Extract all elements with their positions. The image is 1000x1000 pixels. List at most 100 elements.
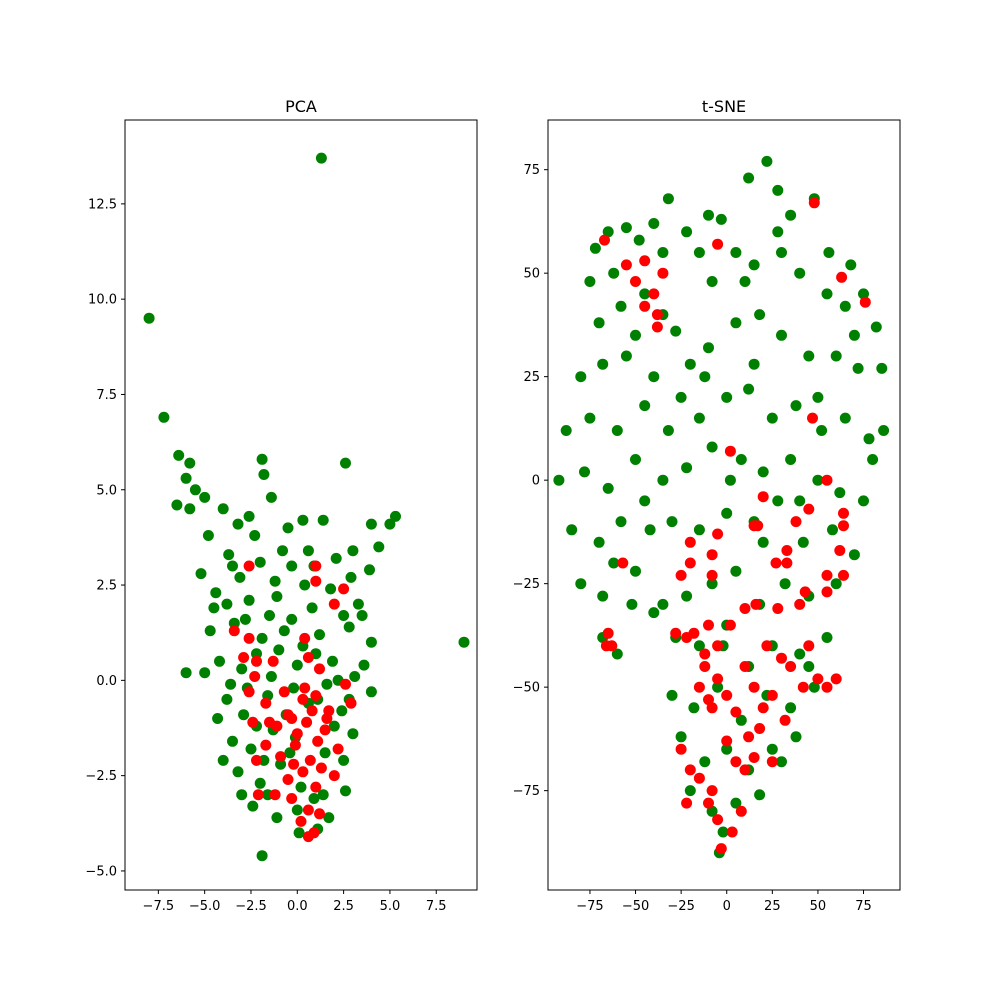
tsne-point-series-0 [803, 350, 815, 362]
tsne-point-series-0 [754, 309, 766, 321]
pca-point-series-0 [143, 312, 155, 324]
tsne-point-series-1 [766, 756, 778, 768]
pca-point-series-0 [247, 800, 259, 812]
tsne-point-series-0 [748, 358, 760, 370]
pca-point-series-0 [328, 720, 340, 732]
pca-point-series-0 [184, 457, 196, 469]
tsne-point-series-1 [699, 661, 711, 672]
pca-point-series-0 [282, 522, 294, 534]
pca-point-series-0 [158, 411, 170, 423]
tsne-point-series-0 [602, 226, 614, 238]
pca-point-series-0 [214, 655, 225, 667]
pca-point-series-1 [319, 724, 331, 736]
tsne-point-series-0 [608, 267, 620, 279]
pca-x-tick-label: 5.0 [380, 899, 401, 914]
tsne-point-series-1 [657, 267, 669, 279]
tsne-point-series-1 [651, 321, 663, 333]
tsne-points [553, 155, 890, 859]
tsne-point-series-1 [836, 271, 848, 283]
pca-point-series-1 [345, 697, 357, 709]
tsne-point-series-0 [648, 371, 660, 383]
pca-point-series-0 [195, 568, 207, 580]
pca-point-series-0 [234, 571, 246, 583]
tsne-point-series-0 [863, 433, 875, 445]
tsne-point-series-0 [699, 756, 711, 768]
pca-point-series-0 [291, 659, 303, 671]
tsne-point-series-1 [706, 785, 718, 797]
pca-point-series-0 [208, 602, 220, 614]
pca-point-series-1 [299, 632, 311, 644]
pca-point-series-0 [458, 636, 470, 648]
tsne-point-series-1 [706, 569, 718, 581]
tsne-point-series-0 [730, 247, 742, 258]
pca-point-series-0 [202, 530, 214, 541]
tsne-point-series-1 [735, 805, 747, 817]
tsne-point-series-0 [662, 425, 674, 436]
tsne-point-series-0 [584, 276, 596, 287]
pca-point-series-0 [340, 785, 351, 797]
pca-point-series-1 [299, 682, 311, 694]
pca-point-series-0 [221, 693, 233, 705]
tsne-point-series-0 [584, 412, 596, 424]
tsne-point-series-0 [870, 321, 882, 333]
pca-point-series-1 [314, 663, 325, 675]
tsne-point-series-1 [703, 694, 714, 706]
pca-point-series-0 [184, 503, 196, 515]
pca-point-series-1 [297, 693, 309, 705]
pca-point-series-0 [199, 491, 211, 503]
tsne-point-series-1 [808, 197, 820, 209]
pca-point-series-1 [321, 713, 333, 724]
tsne-point-series-1 [739, 661, 751, 672]
tsne-point-series-0 [615, 300, 627, 312]
tsne-point-series-1 [724, 445, 736, 457]
tsne-point-series-0 [785, 702, 797, 714]
tsne-point-series-0 [794, 648, 806, 660]
tsne-point-series-1 [830, 673, 842, 685]
tsne-point-series-1 [712, 238, 724, 250]
tsne-point-series-1 [781, 545, 793, 556]
tsne-point-series-0 [848, 329, 860, 341]
pca-point-series-1 [301, 716, 313, 728]
tsne-point-series-0 [611, 648, 623, 660]
pca-x-tick-label: 7.5 [426, 899, 447, 914]
tsne-point-series-1 [838, 520, 849, 532]
tsne-point-series-1 [703, 797, 714, 809]
pca-point-series-1 [310, 690, 322, 702]
tsne-point-series-1 [794, 598, 806, 610]
pca-point-series-0 [315, 152, 327, 164]
tsne-point-series-1 [703, 619, 714, 631]
tsne-point-series-0 [630, 454, 641, 465]
tsne-point-series-1 [684, 557, 696, 569]
pca-point-series-0 [340, 457, 351, 469]
tsne-point-series-1 [617, 557, 629, 569]
pca-point-series-1 [310, 560, 322, 572]
pca-point-series-1 [228, 625, 240, 637]
pca-x-tick-label: −5.0 [189, 899, 221, 914]
tsne-point-series-0 [703, 342, 714, 354]
pca-point-series-0 [210, 587, 222, 599]
pca-point-series-0 [180, 472, 192, 484]
tsne-point-series-1 [648, 288, 660, 300]
pca-point-series-0 [232, 766, 244, 778]
tsne-point-series-0 [648, 218, 660, 229]
pca-point-series-0 [221, 598, 233, 610]
pca-point-series-1 [275, 751, 287, 763]
pca-point-series-0 [264, 610, 275, 621]
tsne-point-series-1 [712, 640, 724, 652]
tsne-point-series-1 [739, 603, 751, 614]
tsne-point-series-0 [754, 789, 766, 801]
tsne-point-series-0 [748, 259, 760, 271]
pca-point-series-1 [332, 743, 344, 755]
pca-point-series-0 [338, 754, 350, 766]
tsne-point-series-0 [589, 242, 601, 254]
tsne-point-series-0 [743, 172, 755, 184]
tsne-point-series-0 [593, 536, 605, 548]
pca-point-series-0 [325, 583, 337, 595]
tsne-point-series-0 [675, 731, 687, 743]
tsne-point-series-0 [858, 288, 869, 300]
tsne-point-series-0 [675, 391, 687, 403]
pca-point-series-0 [256, 632, 268, 644]
pca-point-series-0 [291, 804, 303, 816]
pca-point-series-1 [251, 655, 262, 667]
